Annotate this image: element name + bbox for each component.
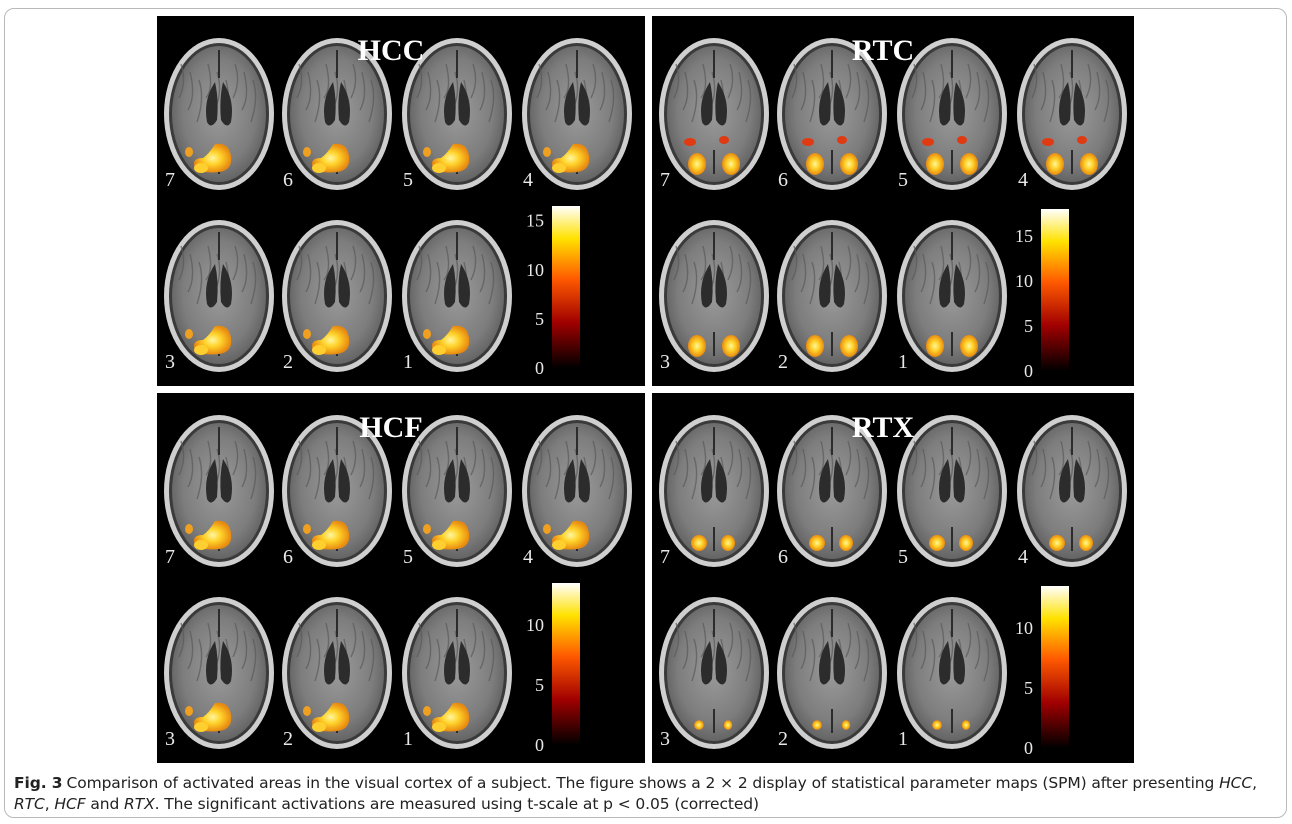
slice-number-label: 3: [165, 728, 175, 750]
slice-number-label: 3: [165, 351, 175, 373]
slice-number-label: 1: [898, 728, 908, 750]
slice-number-label: 7: [165, 169, 175, 191]
brain-slice: 6: [777, 415, 887, 568]
brain-slice: 6: [282, 38, 392, 191]
slice-number-label: 2: [283, 728, 293, 750]
slice-number-label: 6: [283, 546, 293, 568]
brain-slice: 5: [402, 38, 512, 191]
spm-panel-svg: 7 6 5 4 3 2 1 RTX 10 5 0: [659, 411, 1127, 758]
slice-number-label: 3: [660, 728, 670, 750]
caption-em-rtx: RTX: [124, 795, 155, 813]
slice-number-label: 1: [403, 351, 413, 373]
colorbar-tick-label: 15: [1015, 226, 1033, 246]
colorbar-tick-label: 0: [1024, 361, 1033, 381]
figure-caption: Fig. 3 Comparison of activated areas in t…: [14, 773, 1276, 815]
brain-slice: 2: [777, 597, 887, 750]
caption-label: Fig. 3: [14, 774, 63, 792]
brain-slice: 5: [402, 415, 512, 568]
brain-slice: 1: [897, 597, 1007, 750]
slice-number-label: 7: [165, 546, 175, 568]
caption-sep: ,: [44, 795, 55, 813]
brain-slice: 7: [659, 415, 769, 568]
colorbar-tick-label: 0: [535, 735, 544, 755]
colorbar-tick-label: 10: [1015, 618, 1033, 638]
colorbar-tick-label: 10: [526, 615, 544, 635]
brain-slice: 4: [522, 415, 632, 568]
slice-number-label: 4: [523, 546, 533, 568]
colorbar: [552, 583, 580, 745]
slice-number-label: 1: [898, 351, 908, 373]
brain-slice: 5: [897, 38, 1007, 191]
panel-rtc: 7 6 5 4 3 2 1 RTC 15 10 5 0: [652, 16, 1134, 386]
caption-em-rtc: RTC: [14, 795, 45, 813]
spm-panel-svg: 7 6 5 4 3 2 1 HCF 10 5 0: [164, 411, 632, 755]
slice-number-label: 2: [283, 351, 293, 373]
colorbar: [1041, 586, 1069, 748]
brain-slice: 3: [659, 597, 769, 750]
colorbar-tick-label: 5: [535, 675, 544, 695]
slice-number-label: 5: [898, 546, 908, 568]
brain-slice: 1: [402, 597, 512, 750]
brain-slice: 4: [1017, 415, 1127, 568]
colorbar-tick-label: 5: [535, 309, 544, 329]
slice-number-label: 6: [778, 169, 788, 191]
slice-number-label: 6: [778, 546, 788, 568]
colorbar-tick-label: 0: [1024, 738, 1033, 758]
panel-hcf: 7 6 5 4 3 2 1 HCF 10 5 0: [157, 393, 645, 763]
panel-title: HCF: [359, 411, 422, 444]
brain-slice: 2: [777, 220, 887, 373]
slice-number-label: 1: [403, 728, 413, 750]
spm-panel-svg: 7 6 5 4 3 2 1 HCC 15 10 5 0: [164, 34, 632, 378]
brain-slice: 7: [164, 38, 274, 191]
colorbar: [1041, 209, 1069, 371]
slice-number-label: 7: [660, 546, 670, 568]
panel-rtx: 7 6 5 4 3 2 1 RTX 10 5 0: [652, 393, 1134, 763]
caption-text-2: . The significant activations are measur…: [154, 795, 760, 813]
colorbar-tick-label: 5: [1024, 678, 1033, 698]
slice-number-label: 2: [778, 351, 788, 373]
slice-number-label: 3: [660, 351, 670, 373]
colorbar: [552, 206, 580, 368]
slice-number-label: 4: [523, 169, 533, 191]
brain-slice: 1: [897, 220, 1007, 373]
caption-em-hcc: HCC: [1219, 774, 1253, 792]
panel-title: RTX: [852, 411, 915, 444]
caption-sep: and: [85, 795, 125, 813]
colorbar-tick-label: 10: [526, 260, 544, 280]
brain-slice: 3: [659, 220, 769, 373]
slice-number-label: 6: [283, 169, 293, 191]
panel-hcc: 7 6 5 4 3 2 1 HCC 15 10 5 0: [157, 16, 645, 386]
brain-slice: 6: [282, 415, 392, 568]
slice-number-label: 5: [403, 169, 413, 191]
caption-em-hcf: HCF: [54, 795, 86, 813]
slice-number-label: 4: [1018, 546, 1028, 568]
brain-slice: 5: [897, 415, 1007, 568]
brain-slice: 7: [659, 38, 769, 191]
slice-number-label: 2: [778, 728, 788, 750]
slice-number-label: 5: [403, 546, 413, 568]
brain-slice: 2: [282, 597, 392, 750]
figure-frame: [4, 8, 1287, 818]
brain-slice: 4: [1017, 38, 1127, 191]
slice-number-label: 4: [1018, 169, 1028, 191]
slice-number-label: 5: [898, 169, 908, 191]
brain-slice: 4: [522, 38, 632, 191]
colorbar-tick-label: 15: [526, 211, 544, 231]
brain-slice: 3: [164, 597, 274, 750]
colorbar-tick-label: 5: [1024, 316, 1033, 336]
spm-panel-svg: 7 6 5 4 3 2 1 RTC 15 10 5 0: [659, 34, 1127, 381]
caption-text-1: Comparison of activated areas in the vis…: [66, 774, 1220, 792]
brain-slice: 3: [164, 220, 274, 373]
panel-title: RTC: [852, 34, 914, 67]
brain-slice: 2: [282, 220, 392, 373]
brain-slice: 6: [777, 38, 887, 191]
colorbar-tick-label: 0: [535, 358, 544, 378]
colorbar-tick-label: 10: [1015, 271, 1033, 291]
slice-number-label: 7: [660, 169, 670, 191]
caption-sep: ,: [1252, 774, 1257, 792]
panel-title: HCC: [358, 34, 425, 67]
brain-slice: 7: [164, 415, 274, 568]
brain-slice: 1: [402, 220, 512, 373]
